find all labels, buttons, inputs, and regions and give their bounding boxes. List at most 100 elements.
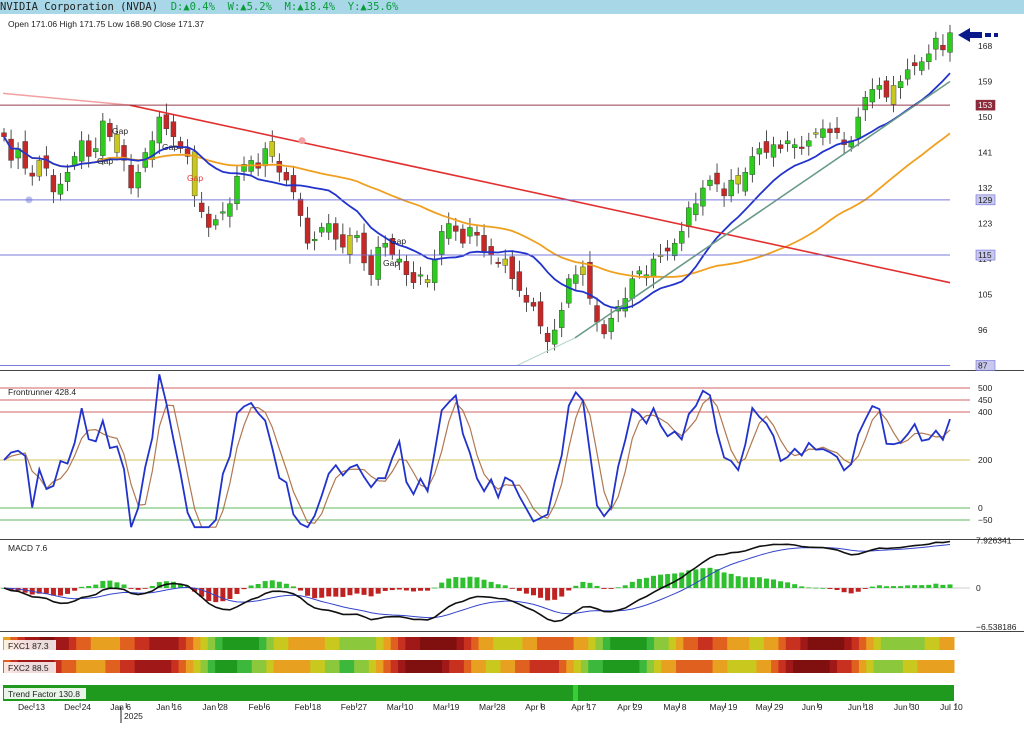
heat-cell [595, 637, 604, 650]
heat-cell [566, 660, 575, 673]
heat-cell [134, 637, 143, 650]
frontrunner-tick: 0 [978, 503, 983, 513]
candle-body [686, 207, 692, 227]
heat-cell [478, 637, 487, 650]
date-label: Jan 16 [156, 702, 182, 712]
macd-histogram-bar [220, 588, 226, 602]
macd-histogram-bar [8, 588, 14, 591]
macd-histogram-bar [566, 588, 572, 591]
heat-cell [76, 637, 84, 650]
heat-cell [507, 660, 516, 673]
heat-cell [917, 637, 926, 650]
macd-histogram-bar [149, 585, 155, 588]
heat-cell [171, 637, 180, 650]
heat-cell [441, 660, 450, 673]
month-change: M:▲18.4% [284, 1, 336, 13]
macd-histogram-bar [686, 570, 692, 588]
date-label: Jan 28 [202, 702, 228, 712]
candle-body [375, 246, 381, 280]
heat-cell [229, 660, 238, 673]
slow-moving-average [3, 132, 951, 278]
heat-cell [697, 637, 706, 650]
macd-histogram-bar [340, 588, 346, 597]
macd-histogram-bar [714, 569, 720, 588]
price-level-label: 153 [978, 100, 992, 110]
candle-body [862, 97, 868, 111]
heat-cell [215, 637, 223, 650]
heat-cell [719, 637, 728, 650]
price-axis: 16815915014113212311410596 [978, 41, 992, 335]
macd-histogram-bar [262, 581, 268, 588]
heat-cell [273, 637, 282, 650]
heat-cell [654, 660, 662, 673]
overlay-lines [2, 72, 951, 367]
macd-histogram-bar [650, 575, 656, 588]
candle-body [763, 141, 770, 153]
candle-body [601, 324, 607, 335]
candle-body [664, 247, 671, 252]
heat-cell [295, 637, 304, 650]
macd-histogram-bar [947, 584, 953, 588]
heat-cell [654, 637, 662, 650]
macd-histogram-bar [375, 588, 381, 594]
macd-histogram-bar [693, 569, 699, 588]
macd-histogram-bar [778, 581, 784, 588]
macd-histogram-bar [820, 587, 826, 589]
candle-body [700, 187, 706, 207]
macd-histogram-bar [50, 588, 56, 596]
heat-cell [910, 660, 918, 673]
heat-cell [566, 637, 575, 650]
heat-cell [668, 637, 677, 650]
macd-histogram-bar [749, 577, 755, 588]
heat-cell [398, 660, 406, 673]
macd-histogram-bar [36, 588, 42, 594]
macd-histogram-bar [799, 586, 805, 588]
candle-body [897, 81, 904, 89]
fxc2-strip [3, 660, 955, 673]
macd-histogram-bar [919, 585, 925, 588]
heat-cell [376, 660, 384, 673]
candle-body [439, 231, 445, 255]
date-label: Jun 9 [802, 702, 823, 712]
heat-cell [924, 637, 933, 650]
macd-histogram-bar [382, 588, 388, 591]
heat-cell [419, 660, 428, 673]
heat-cell [134, 660, 143, 673]
gap-annotations: Gap Gap Gap Gap Gap Gap [97, 126, 406, 268]
heat-cell [888, 637, 896, 650]
candle-body [156, 116, 163, 144]
macd-histogram-bar [643, 577, 649, 588]
company-title: NVIDIA Corporation (NVDA) [0, 1, 159, 13]
heat-cell [573, 637, 582, 650]
heat-cell [485, 660, 494, 673]
heat-cell [61, 660, 70, 673]
macd-tick: 0 [976, 583, 981, 593]
heat-cell [719, 660, 728, 673]
heat-cell [105, 637, 114, 650]
heat-cell [734, 637, 743, 650]
candle-body [544, 332, 551, 343]
macd-histogram-bar [114, 582, 120, 588]
candle-body [770, 144, 777, 158]
heat-cell [573, 660, 582, 673]
heat-cell [156, 660, 165, 673]
candle-body [721, 188, 727, 197]
candle-body [707, 179, 713, 186]
macd-histogram-bar [319, 588, 325, 598]
candle-body [883, 80, 890, 98]
candle-body [227, 203, 233, 217]
candle-body [71, 156, 78, 166]
heat-cell [734, 660, 743, 673]
candle-body [170, 121, 177, 137]
heat-cell [500, 637, 509, 650]
candle-body [100, 120, 106, 156]
heat-cell [544, 660, 553, 673]
year-label: 2025 [124, 711, 143, 721]
candle-body [516, 271, 523, 291]
heat-cell [302, 637, 311, 650]
heat-cell [383, 637, 392, 650]
heat-cell [76, 660, 84, 673]
heat-cell [697, 660, 706, 673]
candle-body [671, 243, 678, 257]
heat-cell [339, 660, 348, 673]
